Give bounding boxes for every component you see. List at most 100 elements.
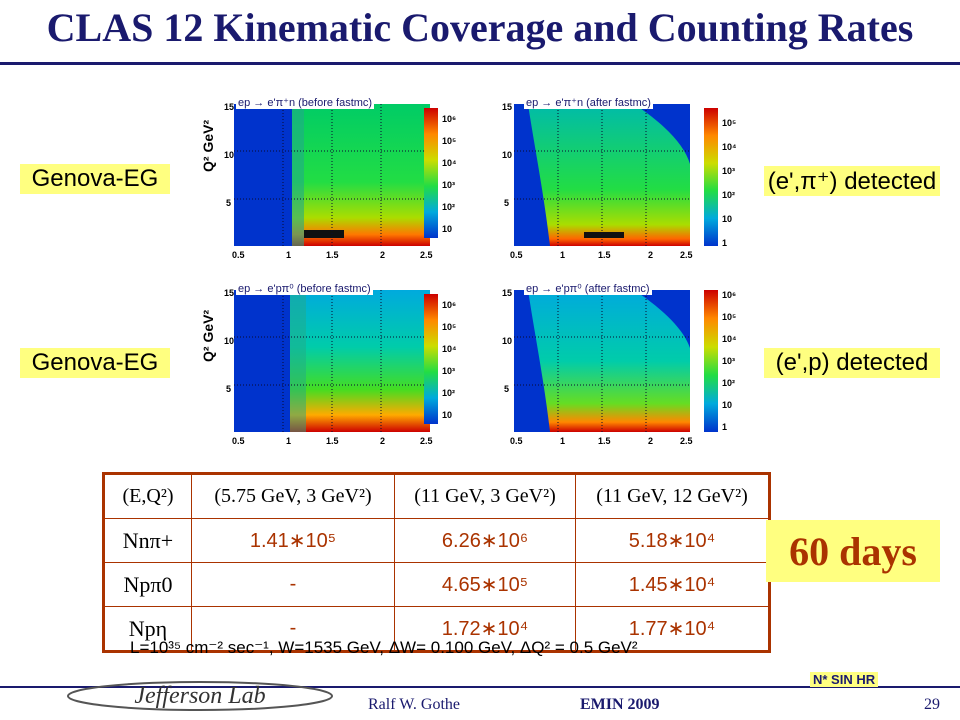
table-header-row: (E,Q²) (5.75 GeV, 3 GeV²) (11 GeV, 3 GeV… [103, 473, 770, 519]
y-tick: 10 [224, 150, 235, 160]
x-tick: 2 [648, 250, 654, 260]
colorbar-tick: 10³ [722, 166, 736, 176]
colorbar-tick: 10 [442, 224, 453, 234]
q2-axis-label: Q² GeV² [200, 309, 216, 362]
y-tick: 5 [504, 198, 510, 208]
x-tick: 2.5 [420, 436, 433, 446]
x-tick: 2.5 [680, 436, 693, 446]
colorbar-tick: 1 [722, 422, 728, 432]
colorbar-tick: 10² [442, 202, 456, 212]
x-tick: 1.5 [598, 250, 611, 260]
logo-text: Jefferson Lab [134, 683, 265, 709]
heatmap-p-before [234, 290, 430, 432]
conference-name: EMIN 2009 [580, 696, 660, 713]
table-row: Npπ0 - 4.65∗10⁵ 1.45∗10⁴ [103, 562, 770, 607]
colorbar [704, 108, 718, 246]
x-tick: 1 [286, 250, 292, 260]
table-cell: 1.41∗10⁵ [191, 518, 395, 563]
table-cell: 1.72∗10⁴ [394, 606, 576, 652]
proton-detected-label: (e',p) detected [764, 348, 940, 378]
colorbar-tick: 10³ [722, 356, 736, 366]
colorbar-tick: 10⁴ [442, 344, 457, 354]
plot-title: ep → e'π⁺n (after fastmc) [524, 96, 653, 109]
plot-title: ep → e'π⁺n (before fastmc) [236, 96, 375, 109]
colorbar-tick: 10 [722, 400, 733, 410]
colorbar-tick: 1 [722, 238, 728, 248]
row-label: Nnπ+ [103, 518, 192, 563]
duration-badge: 60 days [766, 520, 940, 582]
table-cell: - [191, 606, 395, 652]
colorbar-tick: 10⁴ [442, 158, 457, 168]
title-divider [0, 62, 960, 65]
heatmap-pi-after [514, 104, 690, 246]
genova-eg-label-bottom: Genova-EG [20, 348, 170, 378]
plot-pi-after: ep → e'π⁺n (after fastmc) 15 10 5 0.5 1 … [494, 92, 764, 262]
q2-axis-label: Q² GeV² [200, 119, 216, 172]
table-header-cell: (11 GeV, 12 GeV²) [575, 473, 770, 519]
page-number: 29 [924, 696, 940, 713]
y-tick: 15 [502, 288, 513, 298]
table-cell: 1.45∗10⁴ [575, 562, 770, 607]
x-tick: 2 [648, 436, 654, 446]
y-tick: 5 [504, 384, 510, 394]
colorbar [424, 108, 438, 238]
colorbar-tick: 10⁶ [722, 290, 737, 300]
plot-p-before: Q² GeV² ep → e'pπ⁰ (before fastmc) 15 10… [196, 278, 466, 448]
x-tick: 0.5 [232, 436, 245, 446]
table-cell: 1.77∗10⁴ [575, 606, 770, 652]
footer-divider [0, 686, 960, 688]
colorbar-tick: 10 [722, 214, 733, 224]
y-tick: 15 [224, 288, 235, 298]
colorbar-tick: 10⁴ [722, 142, 737, 152]
jefferson-lab-logo: Jefferson Lab [67, 681, 333, 711]
colorbar-tick: 10⁴ [722, 334, 737, 344]
x-tick: 0.5 [232, 250, 245, 260]
colorbar-tick: 10³ [442, 366, 456, 376]
plot-pi-before: Q² GeV² ep → e'π⁺n (before fastmc) 15 10… [196, 92, 466, 262]
nstar-logo: N* SIN HR [810, 672, 879, 687]
colorbar-tick: 10³ [442, 180, 456, 190]
plot-p-after: ep → e'pπ⁰ (after fastmc) 15 10 5 0.5 1 … [494, 278, 764, 448]
x-tick: 1.5 [598, 436, 611, 446]
counting-rates-table: (E,Q²) (5.75 GeV, 3 GeV²) (11 GeV, 3 GeV… [102, 472, 771, 653]
table-header-cell: (E,Q²) [103, 473, 192, 519]
colorbar-tick: 10⁶ [442, 114, 457, 124]
y-tick: 10 [502, 150, 513, 160]
colorbar-tick: 10⁵ [722, 312, 737, 322]
row-label: Npπ0 [103, 562, 192, 607]
colorbar-tick: 10⁶ [442, 300, 457, 310]
x-tick: 1 [560, 436, 566, 446]
plot-title: ep → e'pπ⁰ (before fastmc) [236, 282, 373, 295]
x-tick: 1.5 [326, 250, 339, 260]
pi-plus-detected-label: (e',π⁺) detected [764, 166, 940, 196]
x-tick: 2 [380, 250, 386, 260]
x-tick: 0.5 [510, 250, 523, 260]
heatmap-pi-before [234, 104, 430, 246]
page-title: CLAS 12 Kinematic Coverage and Counting … [46, 5, 914, 50]
x-tick: 1.5 [326, 436, 339, 446]
x-tick: 1 [560, 250, 566, 260]
x-tick: 1 [286, 436, 292, 446]
luminosity-footnote: L=10³⁵ cm⁻² sec⁻¹, W=1535 GeV, ΔW= 0.100… [130, 638, 638, 657]
x-tick: 0.5 [510, 436, 523, 446]
author-name: Ralf W. Gothe [368, 696, 460, 713]
table-header-cell: (5.75 GeV, 3 GeV²) [191, 473, 395, 519]
table-cell: 5.18∗10⁴ [575, 518, 770, 563]
colorbar [424, 294, 438, 424]
heatmap-p-after [514, 290, 690, 432]
y-tick: 10 [502, 336, 513, 346]
y-tick: 15 [224, 102, 235, 112]
colorbar-tick: 10² [442, 388, 456, 398]
table-row: Nnπ+ 1.41∗10⁵ 6.26∗10⁶ 5.18∗10⁴ [103, 518, 770, 563]
colorbar [704, 290, 718, 432]
y-tick: 10 [224, 336, 235, 346]
table-cell: 6.26∗10⁶ [394, 518, 576, 563]
colorbar-tick: 10² [722, 378, 736, 388]
colorbar-tick: 10⁵ [442, 136, 457, 146]
x-tick: 2.5 [680, 250, 693, 260]
plot-title: ep → e'pπ⁰ (after fastmc) [524, 282, 652, 295]
colorbar-tick: 10² [722, 190, 736, 200]
x-tick: 2 [380, 436, 386, 446]
table-cell: - [191, 562, 395, 607]
genova-eg-label-top: Genova-EG [20, 164, 170, 194]
